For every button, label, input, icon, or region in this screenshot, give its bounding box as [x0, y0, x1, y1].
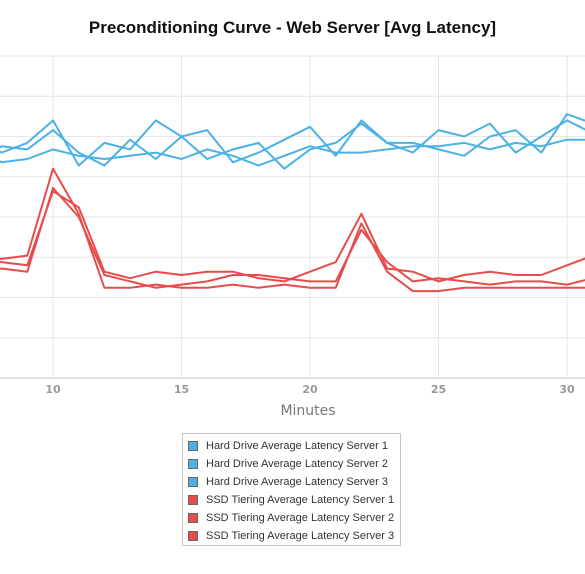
grid-lines — [0, 55, 585, 379]
legend-item[interactable]: Hard Drive Average Latency Server 1 — [188, 437, 400, 455]
legend-label: Hard Drive Average Latency Server 1 — [206, 440, 388, 452]
legend-label: Hard Drive Average Latency Server 2 — [206, 458, 388, 470]
legend-label: Hard Drive Average Latency Server 3 — [206, 476, 388, 488]
series-line-1 — [0, 119, 585, 170]
legend-label: SSD Tiering Average Latency Server 2 — [206, 512, 395, 524]
legend-swatch — [188, 531, 198, 541]
x-tick-label: 30 — [559, 383, 575, 396]
series-line-2 — [0, 113, 585, 167]
series-line-5 — [0, 187, 585, 289]
series-lines — [0, 113, 585, 293]
legend-swatch — [188, 441, 198, 451]
legend-item[interactable]: SSD Tiering Average Latency Server 2 — [188, 509, 400, 527]
legend-swatch — [188, 477, 198, 487]
legend-swatch — [188, 495, 198, 505]
x-tick-label: 25 — [431, 383, 446, 396]
legend-label: SSD Tiering Average Latency Server 3 — [206, 530, 395, 542]
legend-item[interactable]: SSD Tiering Average Latency Server 1 — [188, 491, 400, 509]
legend-swatch — [188, 513, 198, 523]
x-tick-label: 10 — [45, 383, 61, 396]
x-tick-label: 15 — [174, 383, 189, 396]
legend-item[interactable]: Hard Drive Average Latency Server 2 — [188, 455, 400, 473]
series-line-3 — [0, 138, 585, 167]
legend-item[interactable]: SSD Tiering Average Latency Server 3 — [188, 527, 400, 545]
x-tick-label: 20 — [302, 383, 318, 396]
legend-swatch — [188, 459, 198, 469]
legend: Hard Drive Average Latency Server 1 Hard … — [182, 433, 401, 546]
legend-item[interactable]: Hard Drive Average Latency Server 3 — [188, 473, 400, 491]
line-chart: 101520253035404550 — [0, 55, 585, 396]
x-axis-ticks: 101520253035404550 — [45, 383, 575, 396]
x-axis-label: Minutes — [280, 403, 336, 419]
legend-label: SSD Tiering Average Latency Server 1 — [206, 494, 395, 506]
chart-title: Preconditioning Curve - Web Server [Avg … — [88, 18, 497, 37]
series-line-6 — [0, 190, 585, 283]
